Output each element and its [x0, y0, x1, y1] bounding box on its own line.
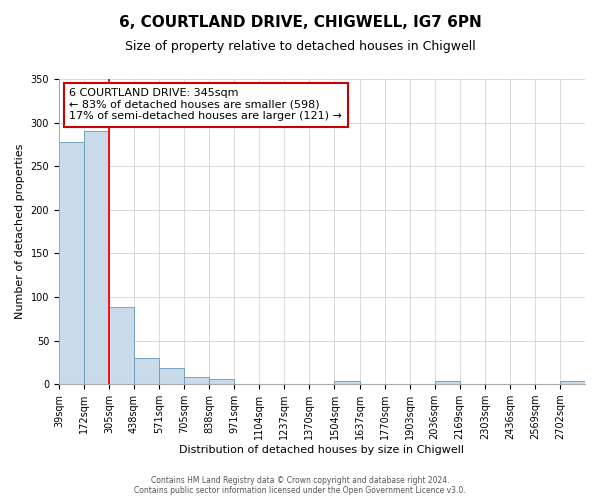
Y-axis label: Number of detached properties: Number of detached properties: [15, 144, 25, 319]
Text: Size of property relative to detached houses in Chigwell: Size of property relative to detached ho…: [125, 40, 475, 53]
Bar: [109, 308, 134, 384]
Bar: [134, 358, 159, 384]
Bar: [560, 382, 585, 384]
Bar: [334, 382, 359, 384]
Bar: [209, 379, 234, 384]
Bar: [184, 377, 209, 384]
Bar: [434, 382, 460, 384]
Bar: [59, 142, 84, 384]
X-axis label: Distribution of detached houses by size in Chigwell: Distribution of detached houses by size …: [179, 445, 464, 455]
Text: Contains HM Land Registry data © Crown copyright and database right 2024.
Contai: Contains HM Land Registry data © Crown c…: [134, 476, 466, 495]
Text: 6, COURTLAND DRIVE, CHIGWELL, IG7 6PN: 6, COURTLAND DRIVE, CHIGWELL, IG7 6PN: [119, 15, 481, 30]
Bar: [159, 368, 184, 384]
Bar: [84, 132, 109, 384]
Text: 6 COURTLAND DRIVE: 345sqm
← 83% of detached houses are smaller (598)
17% of semi: 6 COURTLAND DRIVE: 345sqm ← 83% of detac…: [70, 88, 342, 122]
